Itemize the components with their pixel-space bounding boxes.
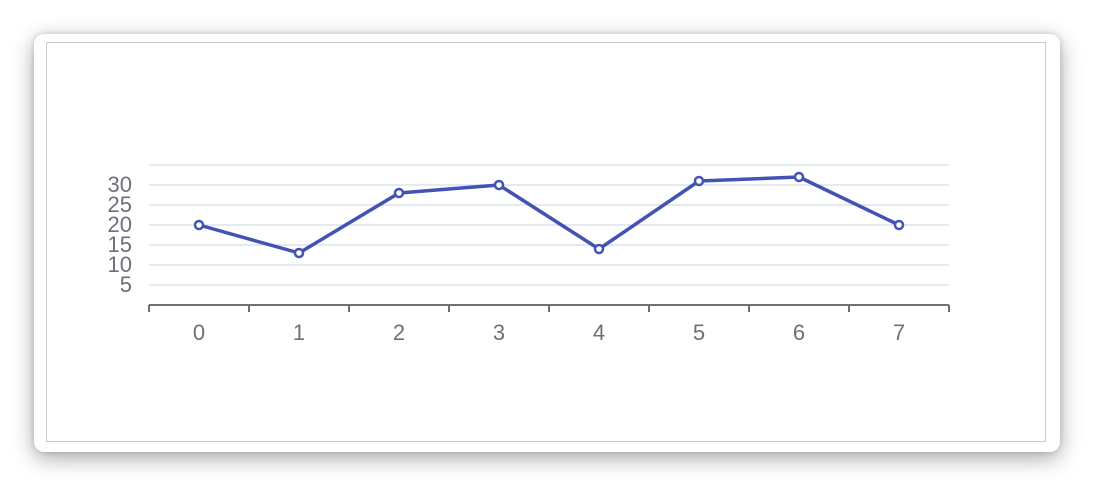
y-tick-label: 30 [108, 172, 132, 197]
data-point [593, 243, 605, 255]
x-tick-label: 7 [893, 320, 905, 345]
data-point [693, 175, 705, 187]
y-tick-label: 10 [108, 252, 132, 277]
data-point [493, 179, 505, 191]
x-tick-label: 1 [293, 320, 305, 345]
series [193, 171, 905, 259]
x-tick-label: 6 [793, 320, 805, 345]
x-tick-label: 5 [693, 320, 705, 345]
series-line [197, 175, 901, 255]
data-point [393, 187, 405, 199]
x-tick-label: 0 [193, 320, 205, 345]
grid-lines [149, 164, 949, 286]
data-point [893, 219, 905, 231]
x-axis: 0 1 2 3 4 5 6 7 [148, 304, 950, 345]
y-tick-label: 5 [120, 272, 132, 297]
y-tick-label: 20 [108, 212, 132, 237]
data-point [293, 247, 305, 259]
data-point [193, 219, 205, 231]
x-tick-label: 2 [393, 320, 405, 345]
y-tick-label: 25 [108, 192, 132, 217]
y-tick-label: 15 [108, 232, 132, 257]
x-tick-label: 3 [493, 320, 505, 345]
data-point [793, 171, 805, 183]
x-tick-label: 4 [593, 320, 605, 345]
